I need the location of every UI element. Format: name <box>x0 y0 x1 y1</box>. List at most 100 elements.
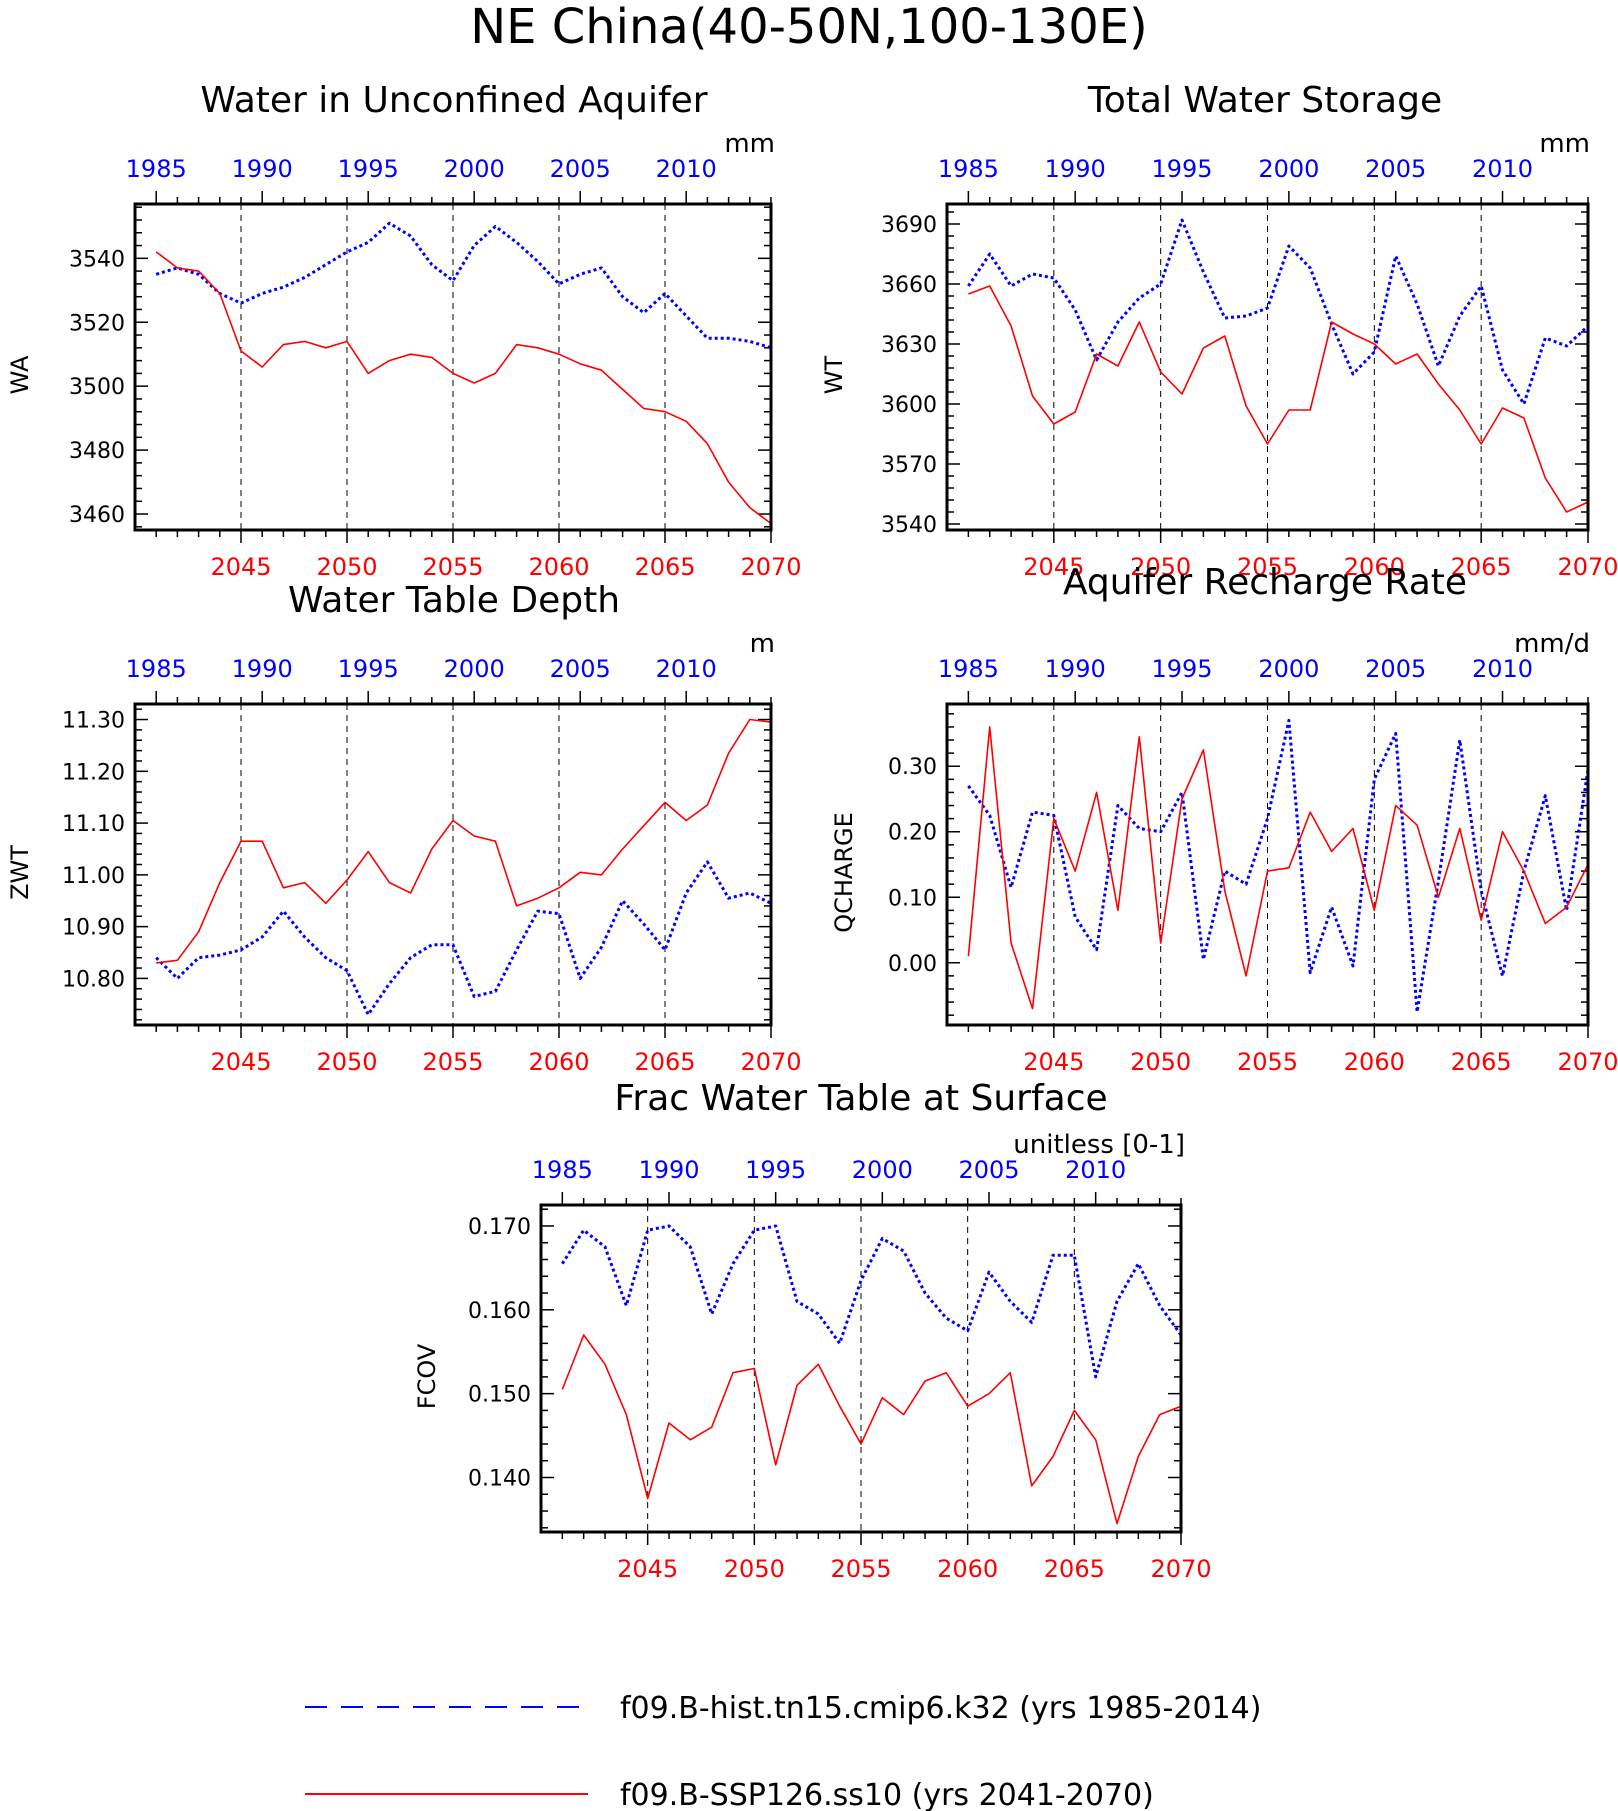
x-tick-label-bottom: 2060 <box>1344 1048 1405 1076</box>
panel-units: mm <box>1539 129 1590 159</box>
y-tick-label: 3600 <box>881 393 937 418</box>
x-tick-label-top: 2000 <box>1258 155 1319 183</box>
y-tick-label: 0.30 <box>888 755 937 780</box>
x-tick-label-top: 1995 <box>338 655 399 683</box>
y-tick-label: 11.20 <box>62 760 125 785</box>
x-tick-label-top: 2005 <box>958 1156 1019 1184</box>
series-ssp-line <box>967 726 1589 1010</box>
x-tick-label-top: 2010 <box>656 155 717 183</box>
x-tick-label-top: 2000 <box>444 155 505 183</box>
x-tick-label-top: 1990 <box>232 155 293 183</box>
y-tick-label: 0.160 <box>468 1299 531 1324</box>
x-tick-label-bottom: 2055 <box>422 1048 483 1076</box>
x-tick-label-top: 1995 <box>1151 655 1212 683</box>
y-tick-label: 3630 <box>881 333 937 358</box>
x-tick-label-top: 1985 <box>532 1156 593 1184</box>
series-ssp-line <box>155 251 772 525</box>
x-tick-label-bottom: 2045 <box>210 1048 271 1076</box>
panel-2: Total Water Storage mm WT 2045 2050 2055 2060 2… <box>820 80 1618 581</box>
panel-title: Total Water Storage <box>1087 80 1442 121</box>
x-tick-label-top: 2010 <box>1472 655 1533 683</box>
y-axis-label: FCOV <box>413 1343 441 1409</box>
legend-hist-label: f09.B-hist.tn15.cmip6.k32 (yrs 1985-2014… <box>620 1691 1261 1726</box>
y-tick-label: 3570 <box>881 453 937 478</box>
x-tick-label-top: 1985 <box>938 655 999 683</box>
y-tick-label: 0.150 <box>468 1383 531 1408</box>
panel-units: mm/d <box>1514 629 1590 659</box>
panel-units: mm <box>724 129 775 159</box>
x-tick-label-bottom: 2045 <box>617 1555 678 1583</box>
x-tick-label-top: 2000 <box>1258 655 1319 683</box>
series-ssp-line <box>561 1334 1182 1525</box>
x-tick-label-bottom: 2050 <box>1130 1048 1191 1076</box>
x-tick-label-top: 2000 <box>444 655 505 683</box>
series-hist-line <box>155 221 772 350</box>
x-tick-label-bottom: 2065 <box>634 553 695 581</box>
x-tick-label-bottom: 2050 <box>316 1048 377 1076</box>
x-tick-label-top: 2010 <box>656 655 717 683</box>
y-tick-label: 3540 <box>881 513 937 538</box>
y-tick-label: 3480 <box>69 439 125 464</box>
panel-units: unitless [0-1] <box>1013 1130 1185 1160</box>
x-tick-label-bottom: 2070 <box>740 1048 801 1076</box>
plot-frame <box>945 702 1590 1027</box>
x-tick-label-top: 1985 <box>126 655 187 683</box>
x-tick-label-bottom: 2065 <box>1451 553 1512 581</box>
x-tick-label-bottom: 2045 <box>1023 553 1084 581</box>
panel-title: Aquifer Recharge Rate <box>1063 562 1467 603</box>
y-tick-label: 3660 <box>881 273 937 298</box>
x-tick-label-bottom: 2050 <box>1130 553 1191 581</box>
x-tick-label-bottom: 2065 <box>634 1048 695 1076</box>
y-tick-label: 3520 <box>69 311 125 336</box>
series-ssp-line <box>156 718 772 964</box>
y-tick-label: 10.80 <box>62 967 125 992</box>
x-tick-label-bottom: 2055 <box>422 553 483 581</box>
plot-frame <box>945 202 1590 532</box>
y-axis-label: ZWT <box>6 845 34 900</box>
x-tick-label-top: 1990 <box>1045 655 1106 683</box>
plot-frame <box>539 1203 1183 1534</box>
x-tick-label-top: 1995 <box>1151 155 1212 183</box>
y-tick-label: 3500 <box>69 375 125 400</box>
series-hist-line <box>155 860 772 1017</box>
x-tick-label-bottom: 2050 <box>316 553 377 581</box>
y-tick-label: 0.20 <box>888 821 937 846</box>
series-ssp-line <box>968 285 1589 513</box>
x-tick-label-top: 2010 <box>1472 155 1533 183</box>
x-tick-label-bottom: 2055 <box>1237 1048 1298 1076</box>
x-tick-label-bottom: 2060 <box>528 553 589 581</box>
series-hist-line <box>967 218 1590 406</box>
x-tick-label-bottom: 2065 <box>1451 1048 1512 1076</box>
x-tick-label-bottom: 2055 <box>830 1555 891 1583</box>
x-tick-label-top: 1985 <box>938 155 999 183</box>
panel-3: Water Table Depth m ZWT 2045 2050 2055 2060 206… <box>6 580 802 1076</box>
panel-4: Aquifer Recharge Rate mm/d QCHARGE 2045 2050… <box>830 562 1618 1076</box>
x-tick-label-bottom: 2045 <box>210 553 271 581</box>
y-axis-label: WA <box>6 355 34 394</box>
plot-frame <box>133 202 773 532</box>
figure-title: NE China(40-50N,100-130E) <box>470 0 1148 55</box>
x-tick-label-top: 1995 <box>745 1156 806 1184</box>
panel-title: Frac Water Table at Surface <box>614 1078 1107 1119</box>
y-axis-label: WT <box>820 355 848 394</box>
x-tick-label-top: 2005 <box>1365 155 1426 183</box>
x-tick-label-bottom: 2060 <box>528 1048 589 1076</box>
panel-title: Water Table Depth <box>288 580 620 621</box>
legend: f09.B-hist.tn15.cmip6.k32 (yrs 1985-2014… <box>305 1691 1261 1811</box>
y-tick-label: 3460 <box>69 503 125 528</box>
plot-frame <box>133 702 773 1027</box>
x-tick-label-bottom: 2070 <box>1150 1555 1211 1583</box>
series-hist-line <box>967 718 1590 1014</box>
legend-ssp-label: f09.B-SSP126.ss10 (yrs 2041-2070) <box>620 1778 1154 1811</box>
y-tick-label: 10.90 <box>62 916 125 941</box>
x-tick-label-top: 2010 <box>1065 1156 1126 1184</box>
x-tick-label-bottom: 2065 <box>1044 1555 1105 1583</box>
series-hist-line <box>561 1224 1183 1379</box>
x-tick-label-bottom: 2060 <box>1344 553 1405 581</box>
y-tick-label: 0.170 <box>468 1215 531 1240</box>
x-tick-label-top: 1995 <box>338 155 399 183</box>
x-tick-label-top: 1990 <box>638 1156 699 1184</box>
x-tick-label-top: 1990 <box>232 655 293 683</box>
x-tick-label-top: 2005 <box>550 155 611 183</box>
